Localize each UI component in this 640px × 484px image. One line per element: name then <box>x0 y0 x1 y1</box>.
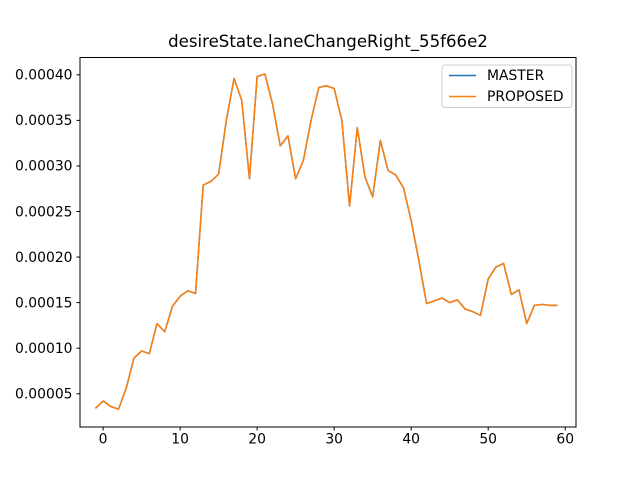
x-tick-label: 30 <box>325 432 343 448</box>
y-axis: 0.00005 0.00010 0.00015 0.00020 0.00025 0.000… <box>15 68 80 403</box>
proposed-line <box>94 73 558 410</box>
chart-title: desireState.laneChangeRight_55f66e2 <box>168 32 488 52</box>
y-tick-label: 0.00015 <box>15 295 72 311</box>
x-axis: 0 10 20 30 40 50 60 <box>99 427 574 448</box>
y-tick-label: 0.00005 <box>15 387 72 403</box>
x-tick-label: 20 <box>248 432 266 448</box>
y-tick-label: 0.00020 <box>15 250 72 266</box>
x-tick-label: 60 <box>556 432 574 448</box>
legend-master-label: MASTER <box>487 68 545 84</box>
legend: MASTER PROPOSED <box>441 64 573 108</box>
series-lines <box>94 73 558 410</box>
y-tick-label: 0.00010 <box>15 341 72 357</box>
y-tick-label: 0.00025 <box>15 204 72 220</box>
y-tick-label: 0.00040 <box>15 68 72 84</box>
y-tick-label: 0.00035 <box>15 113 72 129</box>
plot-area-border <box>79 57 577 428</box>
x-tick-label: 10 <box>171 432 189 448</box>
x-tick-label: 0 <box>99 432 108 448</box>
legend-proposed-label: PROPOSED <box>487 89 564 105</box>
master-line <box>94 73 558 410</box>
x-tick-label: 40 <box>402 432 420 448</box>
y-tick-label: 0.00030 <box>15 159 72 175</box>
x-tick-label: 50 <box>479 432 497 448</box>
